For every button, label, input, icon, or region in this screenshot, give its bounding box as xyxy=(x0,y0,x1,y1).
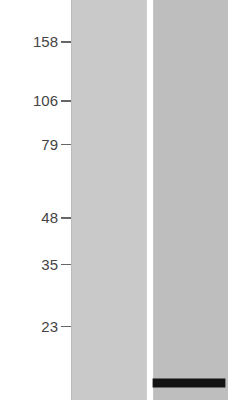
svg-text:158: 158 xyxy=(33,33,58,50)
svg-text:23: 23 xyxy=(41,318,58,335)
svg-text:79: 79 xyxy=(41,136,58,153)
svg-text:48: 48 xyxy=(41,209,58,226)
svg-text:35: 35 xyxy=(41,256,58,273)
svg-text:106: 106 xyxy=(33,92,58,109)
